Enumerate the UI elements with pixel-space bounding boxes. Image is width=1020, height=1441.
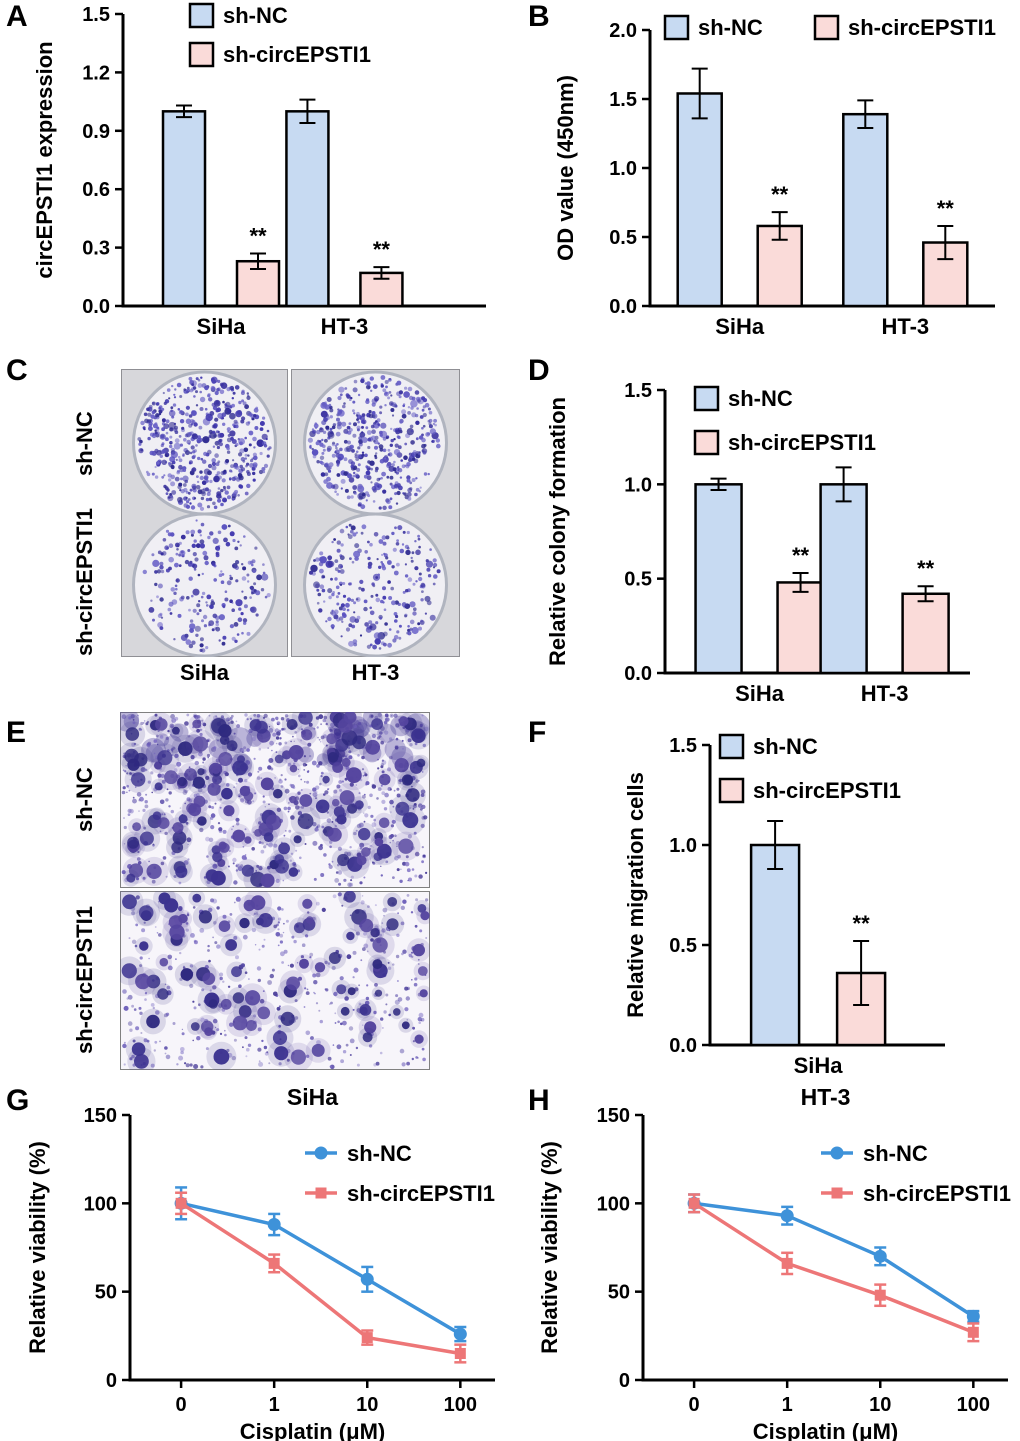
svg-text:SiHa: SiHa: [794, 1053, 844, 1078]
svg-text:sh-NC: sh-NC: [698, 15, 763, 40]
colony-row-label-sh-circepsti1: sh-circEPSTI1: [72, 508, 97, 656]
svg-text:50: 50: [95, 1282, 117, 1304]
svg-text:0: 0: [106, 1370, 117, 1392]
svg-text:Relative migration cells: Relative migration cells: [623, 772, 648, 1018]
svg-text:100: 100: [444, 1394, 477, 1416]
svg-text:100: 100: [84, 1193, 117, 1215]
svg-text:0: 0: [689, 1394, 700, 1416]
svg-text:1.0: 1.0: [669, 835, 697, 857]
svg-text:**: **: [792, 543, 810, 568]
svg-text:**: **: [937, 196, 955, 221]
colony-row-label-sh-nc: sh-NC: [72, 411, 97, 477]
svg-text:Relative viability (%): Relative viability (%): [537, 1141, 562, 1354]
migration-image-sh-nc: [120, 712, 430, 888]
migration-row-label-sh-nc: sh-NC: [72, 767, 97, 833]
panel-g-line-chart: 0 50 100 150 Relative viability (%) SiHa 0 1 10 1…: [5, 1083, 510, 1441]
svg-text:0.0: 0.0: [669, 1035, 697, 1057]
svg-text:SiHa: SiHa: [715, 314, 765, 339]
svg-text:2.0: 2.0: [609, 20, 637, 42]
svg-text:**: **: [249, 223, 267, 248]
svg-text:100: 100: [957, 1394, 990, 1416]
svg-text:sh-NC: sh-NC: [753, 734, 818, 759]
svg-text:Cisplatin (μM): Cisplatin (μM): [240, 1419, 385, 1441]
svg-text:0.0: 0.0: [624, 663, 652, 685]
panel-f-bar-chart: 0.0 0.5 1.0 1.5 Relative migration cells ** Si…: [515, 705, 1020, 1083]
svg-text:1.2: 1.2: [82, 62, 110, 84]
svg-text:1: 1: [782, 1394, 793, 1416]
svg-text:Relative viability (%): Relative viability (%): [25, 1141, 50, 1354]
panel-a-bar-chart: 0.0 0.3 0.6 0.9 1.2 1.5 circEPSTI1 expression *…: [8, 0, 513, 352]
svg-text:**: **: [373, 237, 391, 262]
svg-text:sh-circEPSTI1: sh-circEPSTI1: [347, 1181, 495, 1206]
svg-text:sh-NC: sh-NC: [863, 1141, 928, 1166]
svg-text:0.0: 0.0: [609, 296, 637, 318]
svg-text:sh-circEPSTI1: sh-circEPSTI1: [863, 1181, 1011, 1206]
panel-d-letter: D: [528, 354, 550, 387]
svg-text:HT-3: HT-3: [801, 1084, 851, 1110]
svg-text:1.0: 1.0: [609, 158, 637, 180]
svg-text:circEPSTI1 expression: circEPSTI1 expression: [32, 41, 57, 278]
svg-text:0.5: 0.5: [609, 227, 637, 249]
svg-text:sh-circEPSTI1: sh-circEPSTI1: [848, 15, 996, 40]
panel-e-letter: E: [6, 716, 27, 749]
svg-text:HT-3: HT-3: [881, 314, 929, 339]
svg-text:SiHa: SiHa: [287, 1084, 338, 1110]
svg-text:0.0: 0.0: [82, 296, 110, 318]
panel-h-letter: H: [528, 1084, 550, 1117]
colony-col-label-ht3: HT-3: [351, 660, 400, 685]
panel-c-letter: C: [6, 354, 28, 387]
svg-text:sh-NC: sh-NC: [728, 386, 793, 411]
panel-a-letter: A: [6, 0, 28, 33]
svg-text:SiHa: SiHa: [735, 681, 785, 705]
svg-text:150: 150: [597, 1105, 630, 1127]
colony-col-label-siha: SiHa: [180, 660, 229, 685]
svg-text:sh-NC: sh-NC: [347, 1141, 412, 1166]
svg-text:HT-3: HT-3: [861, 681, 909, 705]
svg-text:10: 10: [356, 1394, 378, 1416]
svg-text:150: 150: [84, 1105, 117, 1127]
svg-text:**: **: [771, 182, 789, 207]
svg-text:sh-circEPSTI1: sh-circEPSTI1: [728, 430, 876, 455]
svg-text:0: 0: [619, 1370, 630, 1392]
svg-text:0: 0: [176, 1394, 187, 1416]
svg-text:**: **: [917, 556, 935, 581]
svg-text:0.5: 0.5: [669, 935, 697, 957]
migration-image-sh-circepsti1: [120, 891, 430, 1070]
svg-text:**: **: [853, 911, 871, 936]
svg-text:sh-circEPSTI1: sh-circEPSTI1: [223, 42, 371, 67]
svg-text:SiHa: SiHa: [197, 314, 247, 339]
svg-text:sh-circEPSTI1: sh-circEPSTI1: [753, 778, 901, 803]
panel-b-letter: B: [528, 0, 550, 33]
panel-f-letter: F: [528, 716, 547, 749]
colony-plate-image-siha: [121, 369, 288, 657]
svg-text:1.5: 1.5: [609, 89, 637, 111]
svg-text:50: 50: [608, 1282, 630, 1304]
svg-text:1: 1: [269, 1394, 280, 1416]
svg-text:10: 10: [869, 1394, 891, 1416]
svg-text:0.3: 0.3: [82, 238, 110, 260]
svg-text:sh-NC: sh-NC: [223, 3, 288, 28]
svg-text:Relative colony formation: Relative colony formation: [545, 397, 570, 666]
svg-text:1.0: 1.0: [624, 474, 652, 496]
svg-text:1.5: 1.5: [82, 4, 110, 26]
svg-text:OD value (450nm): OD value (450nm): [553, 75, 578, 261]
panel-d-bar-chart: 0.0 0.5 1.0 1.5 Relative colony formation ** S…: [515, 355, 1020, 705]
svg-text:0.9: 0.9: [82, 121, 110, 143]
svg-text:1.5: 1.5: [624, 380, 652, 402]
colony-plate-image-ht3: [291, 369, 460, 657]
svg-text:100: 100: [597, 1193, 630, 1215]
migration-row-label-sh-circepsti1: sh-circEPSTI1: [72, 906, 97, 1054]
svg-text:1.5: 1.5: [669, 735, 697, 757]
svg-text:Cisplatin (μM): Cisplatin (μM): [753, 1419, 898, 1441]
svg-text:0.6: 0.6: [82, 179, 110, 201]
svg-text:0.5: 0.5: [624, 569, 652, 591]
panel-g-letter: G: [6, 1084, 30, 1117]
svg-text:HT-3: HT-3: [321, 314, 369, 339]
panel-b-bar-chart: 0.0 0.5 1.0 1.5 2.0 OD value (450nm) ** SiHa ** H…: [515, 0, 1020, 352]
panel-h-line-chart: 0 50 100 150 Relative viability (%) HT-3 0 1 10 1…: [513, 1083, 1018, 1441]
